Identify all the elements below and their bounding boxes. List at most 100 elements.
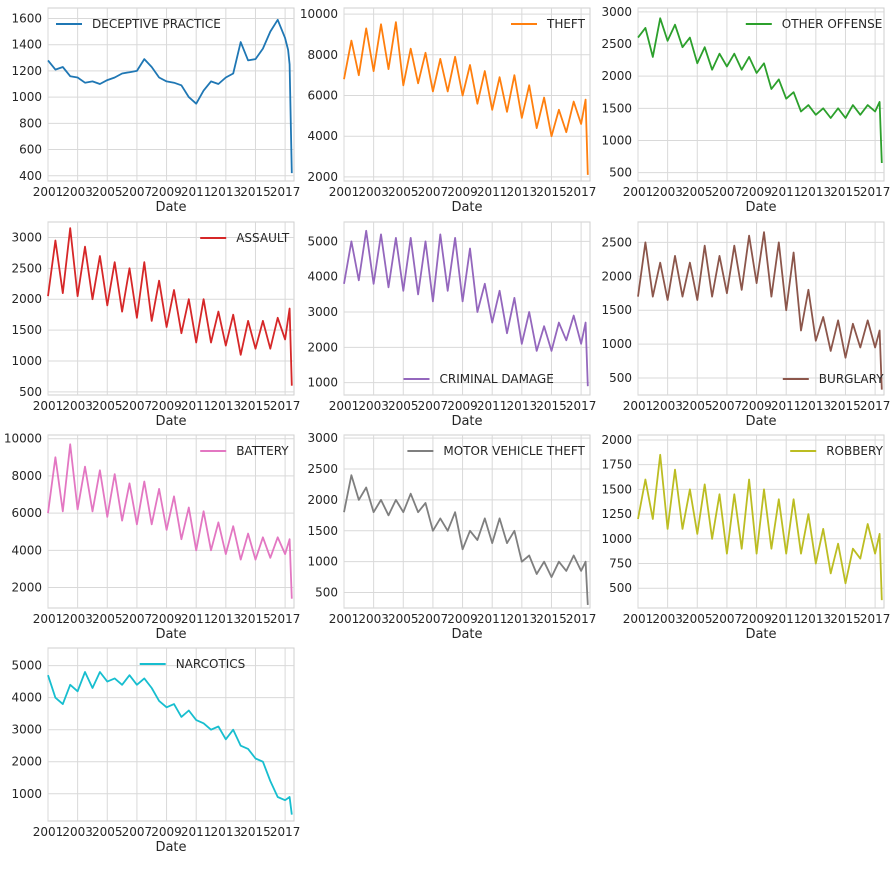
y-tick-label: 2000	[11, 755, 42, 769]
y-tick-label: 500	[609, 371, 632, 385]
legend-label: ROBBERY	[826, 444, 883, 458]
plot-area	[47, 647, 295, 822]
series-line	[343, 21, 589, 175]
x-tick-label: 2015	[240, 399, 271, 413]
legend-label: OTHER OFFENSE	[782, 17, 883, 31]
x-tick-label: 2017	[566, 612, 597, 626]
y-tick-label: 2000	[307, 170, 338, 184]
x-tick-label: 2001	[33, 185, 64, 199]
x-tick-label: 2005	[682, 185, 713, 199]
x-tick-label: 2017	[270, 185, 301, 199]
y-tick-label: 2000	[601, 433, 632, 447]
y-tick-label: 1400	[11, 38, 42, 52]
x-tick-label: 2001	[33, 825, 64, 839]
y-tick-label: 1000	[601, 337, 632, 351]
x-tick-label: 2001	[623, 185, 654, 199]
x-tick-label: 2007	[418, 399, 449, 413]
series-line	[47, 671, 293, 815]
x-tick-label: 2003	[62, 185, 93, 199]
x-tick-label: 2011	[771, 612, 802, 626]
x-tick-label: 2001	[329, 399, 360, 413]
x-tick-label: 2013	[211, 825, 242, 839]
y-tick-label: 2500	[307, 462, 338, 476]
x-axis-label: Date	[155, 627, 186, 642]
x-tick-label: 2001	[329, 612, 360, 626]
x-tick-label: 2007	[712, 185, 743, 199]
x-tick-label: 2011	[181, 399, 212, 413]
series-line	[47, 18, 293, 174]
plot-area	[47, 434, 295, 609]
legend-label: ASSAULT	[236, 231, 290, 245]
x-tick-label: 2007	[712, 612, 743, 626]
plot-area	[343, 434, 591, 609]
x-tick-label: 2011	[181, 825, 212, 839]
x-tick-label: 2003	[62, 825, 93, 839]
legend: DECEPTIVE PRACTICE	[56, 17, 221, 31]
x-tick-label: 2001	[623, 399, 654, 413]
subplot-7: 2001 2003 2005 2007 2009 2011 2013 2015 2017 500 1…	[307, 431, 596, 642]
y-tick-label: 500	[315, 586, 338, 600]
x-tick-label: 2003	[358, 612, 389, 626]
y-tick-label: 10000	[300, 7, 338, 21]
legend: ASSAULT	[200, 231, 290, 245]
x-tick-label: 2001	[329, 185, 360, 199]
legend: BATTERY	[200, 444, 289, 458]
x-tick-label: 2009	[447, 612, 478, 626]
x-tick-label: 2013	[801, 612, 832, 626]
y-tick-label: 4000	[307, 129, 338, 143]
y-tick-label: 1000	[601, 532, 632, 546]
x-tick-label: 2013	[507, 612, 538, 626]
x-axis-label: Date	[155, 200, 186, 215]
x-tick-label: 2003	[358, 399, 389, 413]
x-tick-label: 2009	[741, 399, 772, 413]
y-tick-label: 4000	[11, 543, 42, 557]
x-tick-label: 2005	[388, 399, 419, 413]
x-tick-label: 2001	[623, 612, 654, 626]
y-tick-label: 10000	[4, 432, 42, 446]
y-tick-label: 4000	[11, 691, 42, 705]
x-tick-label: 2009	[447, 399, 478, 413]
plot-area	[637, 7, 885, 182]
x-axis-label: Date	[745, 200, 776, 215]
x-tick-label: 2005	[388, 612, 419, 626]
x-tick-label: 2009	[151, 185, 182, 199]
plot-area	[47, 7, 295, 182]
y-tick-label: 1250	[601, 507, 632, 521]
y-tick-label: 3000	[11, 230, 42, 244]
x-tick-label: 2011	[477, 399, 508, 413]
x-tick-label: 2017	[270, 825, 301, 839]
x-tick-label: 2013	[801, 399, 832, 413]
y-tick-label: 800	[19, 116, 42, 130]
legend: OTHER OFFENSE	[745, 17, 883, 31]
subplot-2: 2001 2003 2005 2007 2009 2011 2013 2015 2017 500 1…	[601, 5, 890, 215]
y-tick-label: 500	[19, 385, 42, 399]
legend: THEFT	[511, 17, 586, 31]
y-tick-label: 1000	[11, 90, 42, 104]
series-line	[637, 17, 883, 164]
y-tick-label: 3000	[11, 723, 42, 737]
subplot-3: 2001 2003 2005 2007 2009 2011 2013 2015 2017 500 1…	[11, 221, 300, 429]
y-tick-label: 2000	[601, 269, 632, 283]
x-tick-label: 2011	[771, 399, 802, 413]
x-tick-label: 2015	[830, 185, 861, 199]
legend-label: CRIMINAL DAMAGE	[440, 372, 554, 386]
x-tick-label: 2011	[181, 185, 212, 199]
x-axis-label: Date	[155, 840, 186, 855]
legend: NARCOTICS	[139, 657, 246, 671]
y-tick-label: 750	[609, 557, 632, 571]
subplot-9: 2001 2003 2005 2007 2009 2011 2013 2015 2017 1000…	[11, 647, 301, 855]
x-tick-label: 2017	[566, 185, 597, 199]
x-tick-label: 2003	[62, 399, 93, 413]
x-tick-label: 2005	[92, 612, 123, 626]
x-tick-label: 2015	[830, 612, 861, 626]
legend-label: NARCOTICS	[176, 657, 246, 671]
y-tick-label: 600	[19, 143, 42, 157]
subplot-4: 2001 2003 2005 2007 2009 2011 2013 2015 2017 1000…	[307, 221, 596, 429]
y-tick-label: 6000	[307, 89, 338, 103]
y-tick-label: 1000	[11, 354, 42, 368]
series-line	[343, 474, 589, 605]
x-tick-label: 2009	[151, 825, 182, 839]
x-tick-label: 2015	[536, 399, 567, 413]
x-tick-label: 2005	[92, 825, 123, 839]
x-tick-label: 2003	[652, 612, 683, 626]
